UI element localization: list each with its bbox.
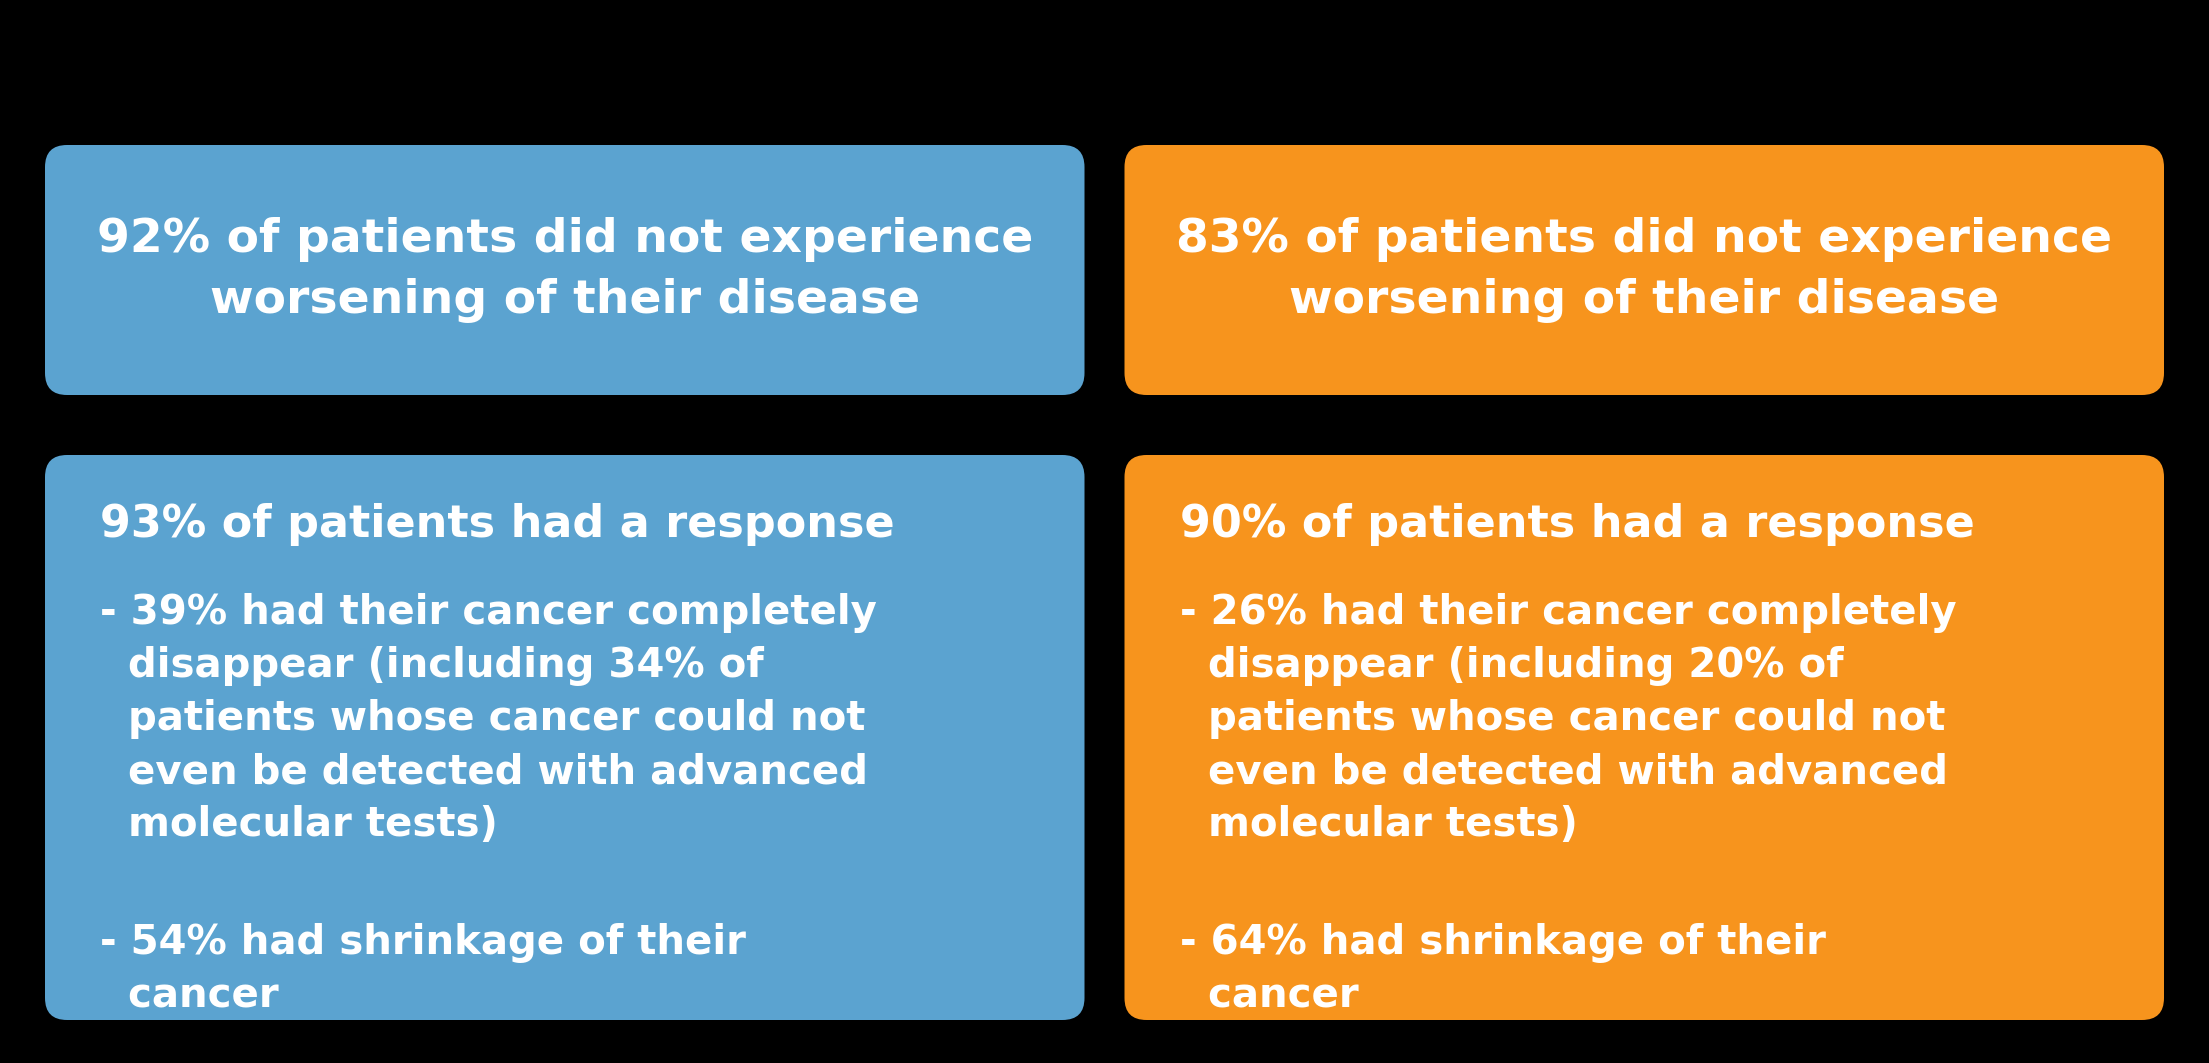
Text: 92% of patients did not experience
worsening of their disease: 92% of patients did not experience worse… [97, 217, 1034, 323]
Text: - 39% had their cancer completely
  disappear (including 34% of
  patients whose: - 39% had their cancer completely disapp… [99, 593, 877, 845]
Text: - 54% had shrinkage of their
  cancer: - 54% had shrinkage of their cancer [99, 923, 747, 1016]
FancyBboxPatch shape [44, 455, 1085, 1020]
Text: 93% of patients had a response: 93% of patients had a response [99, 503, 895, 546]
Text: 83% of patients did not experience
worsening of their disease: 83% of patients did not experience worse… [1175, 217, 2112, 323]
FancyBboxPatch shape [44, 145, 1085, 395]
Text: - 64% had shrinkage of their
  cancer: - 64% had shrinkage of their cancer [1180, 923, 1825, 1016]
Text: 90% of patients had a response: 90% of patients had a response [1180, 503, 1975, 546]
Text: - 26% had their cancer completely
  disappear (including 20% of
  patients whose: - 26% had their cancer completely disapp… [1180, 593, 1957, 845]
FancyBboxPatch shape [1124, 455, 2165, 1020]
FancyBboxPatch shape [1124, 145, 2165, 395]
